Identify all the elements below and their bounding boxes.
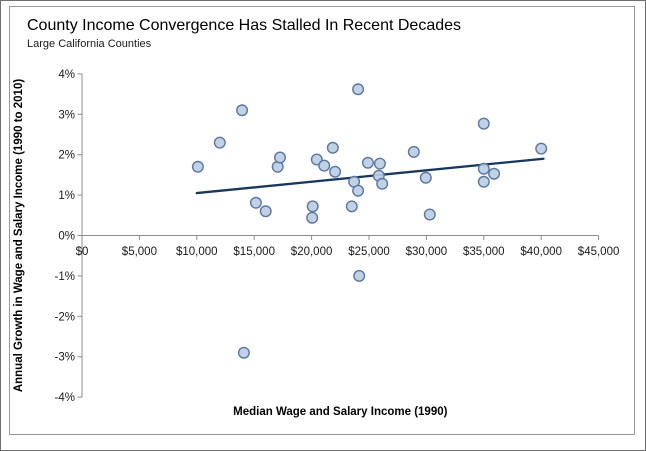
x-tick-label: $0: [76, 246, 89, 258]
data-point: [407, 145, 420, 158]
data-point: [353, 269, 366, 282]
y-axis-title: Annual Growth in Wage and Salary Income …: [13, 79, 25, 393]
x-tick-label: $25,000: [348, 246, 390, 258]
data-point: [274, 151, 287, 164]
chart-frame: County Income Convergence Has Stalled In…: [9, 6, 635, 435]
y-tick-label: 4%: [58, 69, 75, 81]
x-tick-label: $20,000: [291, 246, 333, 258]
data-point: [535, 142, 548, 155]
data-point: [326, 141, 339, 154]
y-tick-label: -2%: [55, 311, 75, 323]
data-point: [373, 157, 386, 170]
x-tick-label: $45,000: [578, 246, 620, 258]
data-point: [329, 165, 342, 178]
data-point: [419, 171, 432, 184]
data-point: [249, 196, 262, 209]
data-point: [318, 159, 331, 172]
y-tick-label: -3%: [55, 352, 75, 364]
x-tick-label: $10,000: [176, 246, 218, 258]
data-point: [477, 117, 490, 130]
x-tick-label: $30,000: [406, 246, 448, 258]
y-tick-label: 0%: [58, 231, 75, 243]
data-point: [345, 200, 358, 213]
y-tick-label: -4%: [55, 392, 75, 404]
data-point: [306, 200, 319, 213]
x-tick-label: $40,000: [520, 246, 562, 258]
data-point: [376, 177, 389, 190]
data-point: [361, 156, 374, 169]
data-point: [477, 175, 490, 188]
data-point: [352, 184, 365, 197]
y-tick-label: 2%: [58, 150, 75, 162]
data-point: [488, 167, 501, 180]
data-point: [191, 160, 204, 173]
chart-title: County Income Convergence Has Stalled In…: [27, 17, 462, 34]
data-point: [423, 208, 436, 221]
data-point: [237, 346, 250, 359]
y-tick-label: 3%: [58, 109, 75, 121]
chart-subtitle: Large California Counties: [27, 38, 152, 50]
data-point: [236, 104, 249, 117]
x-tick-label: $15,000: [233, 246, 275, 258]
data-point: [477, 162, 490, 175]
data-point: [352, 83, 365, 96]
data-point: [213, 136, 226, 149]
y-tick-label: -1%: [55, 271, 75, 283]
data-point: [306, 211, 319, 224]
data-point: [259, 205, 272, 218]
x-tick-label: $5,000: [122, 246, 157, 258]
x-tick-label: $35,000: [463, 246, 505, 258]
x-axis-title: Median Wage and Salary Income (1990): [233, 406, 447, 418]
y-tick-label: 1%: [58, 190, 75, 202]
